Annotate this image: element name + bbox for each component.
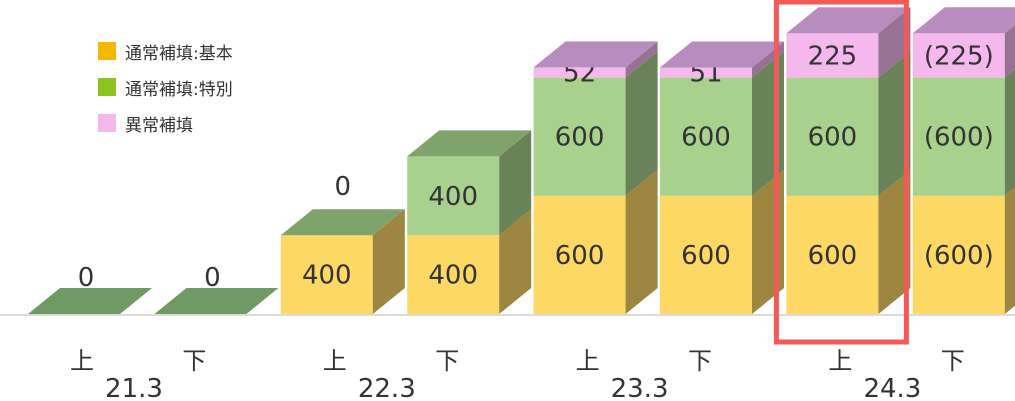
- value-label-6-series-0: 600: [808, 241, 858, 271]
- value-label-5-series-1: 600: [681, 123, 731, 153]
- bar-5-series-2: [660, 67, 752, 78]
- category-label-2: 上: [323, 347, 347, 375]
- period-label-0: 21.3: [105, 374, 163, 401]
- value-label-3-series-1: 400: [428, 182, 478, 212]
- bar-7-series-0: [912, 195, 1005, 314]
- legend-item-special: 通常補填:特別: [98, 73, 233, 101]
- period-label-3: 24.3: [863, 374, 921, 401]
- bar-top-3: [407, 130, 532, 157]
- category-label-6: 上: [828, 347, 852, 375]
- value-label-6-series-2: 225: [808, 41, 858, 71]
- bar-side-7-series-0: [1004, 187, 1015, 314]
- bar-5-series-1: [660, 77, 752, 196]
- bar-4-series-1: [533, 77, 626, 196]
- bar-top-6: [786, 7, 911, 34]
- period-label-2: 23.3: [611, 374, 669, 401]
- legend: 通常補填:基本 通常補填:特別 異常補填: [98, 37, 233, 145]
- bar-7-series-1: [912, 77, 1005, 196]
- bar-side-2-series-0: [372, 209, 405, 314]
- value-label-7-series-0: (600): [924, 241, 994, 271]
- legend-item-basic: 通常補填:基本: [98, 37, 233, 65]
- bar-side-4-series-0: [625, 169, 658, 314]
- category-label-5: 下: [688, 347, 712, 375]
- bar-4-series-2: [533, 67, 626, 78]
- period-label-1: 22.3: [358, 374, 416, 401]
- category-label-0: 上: [70, 347, 94, 375]
- legend-label-abnormal: 異常補填: [125, 115, 193, 136]
- bar-top-1: [154, 288, 279, 314]
- bar-6-series-0: [786, 195, 879, 314]
- value-label-7-series-2: (225): [924, 41, 994, 71]
- zero-label-1: 0: [204, 263, 221, 293]
- highlight-box: [773, 0, 909, 345]
- bar-3-series-1: [407, 156, 500, 236]
- value-label-2-series-0: 400: [302, 261, 352, 291]
- category-label-7: 下: [941, 347, 965, 375]
- bar-side-3-series-0: [499, 209, 532, 314]
- bar-side-6-series-1: [878, 51, 911, 196]
- bar-top-2: [280, 209, 405, 236]
- bar-top-4: [533, 41, 658, 68]
- legend-swatch-basic: [98, 42, 116, 60]
- bar-7-series-2: [912, 33, 1005, 78]
- bar-3-series-0: [407, 235, 500, 314]
- value-label-above-2: 0: [335, 172, 352, 202]
- bar-top-7: [912, 7, 1015, 34]
- legend-item-abnormal: 異常補填: [98, 109, 233, 137]
- value-label-7-series-1: (600): [924, 123, 994, 153]
- bar-side-4-series-2: [625, 41, 658, 78]
- legend-label-basic: 通常補填:基本: [125, 43, 233, 64]
- zero-label-0: 0: [78, 263, 95, 293]
- bar-side-7-series-2: [1004, 24, 1015, 78]
- bar-2-series-0: [280, 235, 373, 314]
- bar-top-5: [660, 41, 784, 68]
- bar-6-series-2: [786, 33, 879, 78]
- value-label-6-series-1: 600: [808, 123, 858, 153]
- bar-side-4-series-1: [625, 51, 658, 196]
- value-label-5-series-0: 600: [681, 241, 731, 271]
- bar-side-7-series-1: [1004, 69, 1015, 196]
- legend-label-special: 通常補填:特別: [125, 79, 233, 100]
- bar-6-series-1: [786, 77, 879, 196]
- value-label-3-series-0: 400: [428, 261, 478, 291]
- category-label-4: 上: [576, 347, 600, 375]
- bar-side-6-series-0: [878, 169, 911, 314]
- legend-swatch-abnormal: [98, 114, 116, 132]
- bar-side-6-series-2: [878, 7, 911, 78]
- bar-top-0: [28, 288, 152, 314]
- value-label-4-series-1: 600: [555, 123, 605, 153]
- legend-swatch-special: [98, 78, 116, 96]
- bar-side-3-series-1: [499, 130, 532, 236]
- value-label-4-series-0: 600: [555, 241, 605, 271]
- category-label-1: 下: [182, 347, 206, 375]
- bar-5-series-0: [660, 195, 752, 314]
- category-label-3: 下: [435, 347, 459, 375]
- bar-4-series-0: [533, 195, 626, 314]
